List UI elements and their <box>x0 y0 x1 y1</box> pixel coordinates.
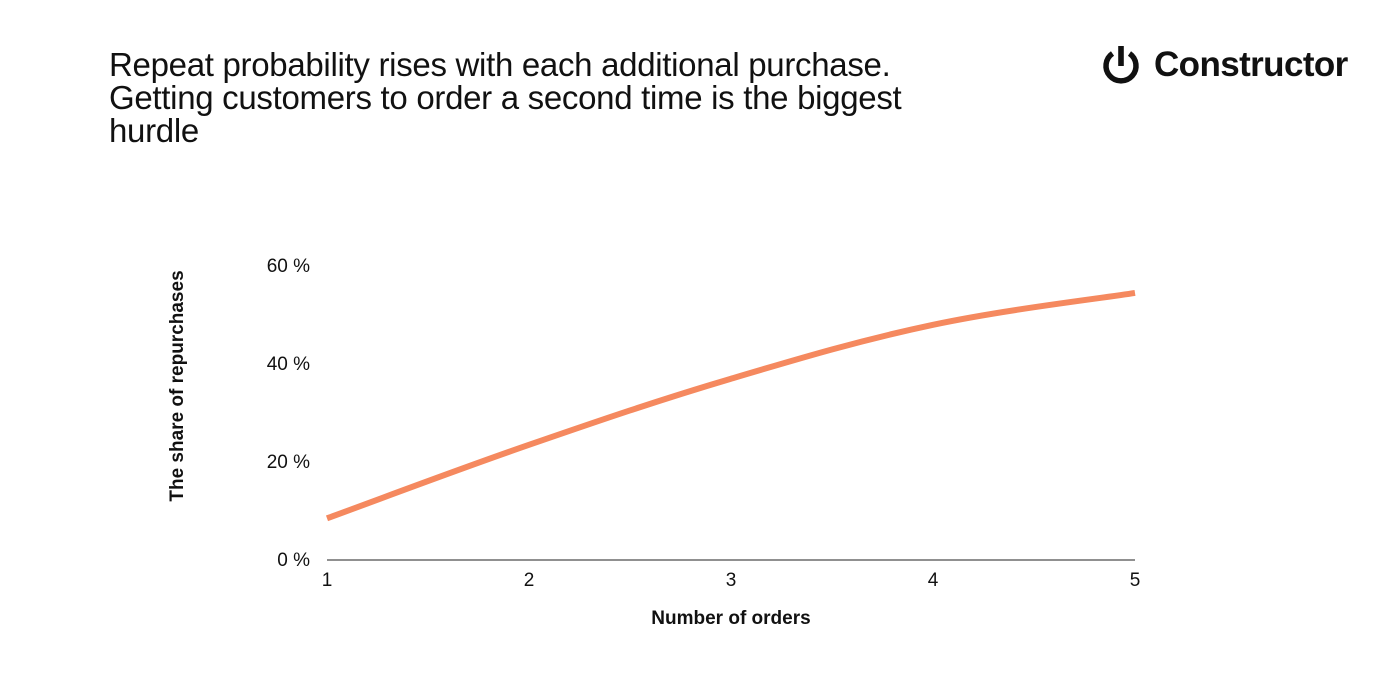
y-axis-ticks: 0 % 20 % 40 % 60 % <box>267 256 310 571</box>
constructor-logo: Constructor <box>1100 43 1348 87</box>
x-tick-label: 5 <box>1130 570 1141 591</box>
chart-title-line-1: Repeat probability rises with each addit… <box>109 46 891 83</box>
x-tick-label: 4 <box>928 570 939 591</box>
power-icon <box>1103 46 1139 84</box>
x-tick-label: 1 <box>322 570 333 591</box>
x-axis-ticks: 1 2 3 4 5 <box>322 570 1141 591</box>
y-tick-label: 40 % <box>267 354 310 375</box>
x-axis-title: Number of orders <box>651 608 810 629</box>
series-line <box>325 289 1136 522</box>
y-axis-title: The share of repurchases <box>167 270 188 501</box>
y-tick-label: 20 % <box>267 452 310 473</box>
y-tick-label: 0 % <box>277 550 310 571</box>
x-tick-label: 3 <box>726 570 737 591</box>
x-tick-label: 2 <box>524 570 535 591</box>
chart-title: Repeat probability rises with each addit… <box>109 48 1069 147</box>
chart-title-line-2: Getting customers to order a second time… <box>109 79 902 116</box>
chart-title-line-3: hurdle <box>109 112 199 149</box>
y-tick-label: 60 % <box>267 256 310 277</box>
logo-text: Constructor <box>1154 45 1348 84</box>
